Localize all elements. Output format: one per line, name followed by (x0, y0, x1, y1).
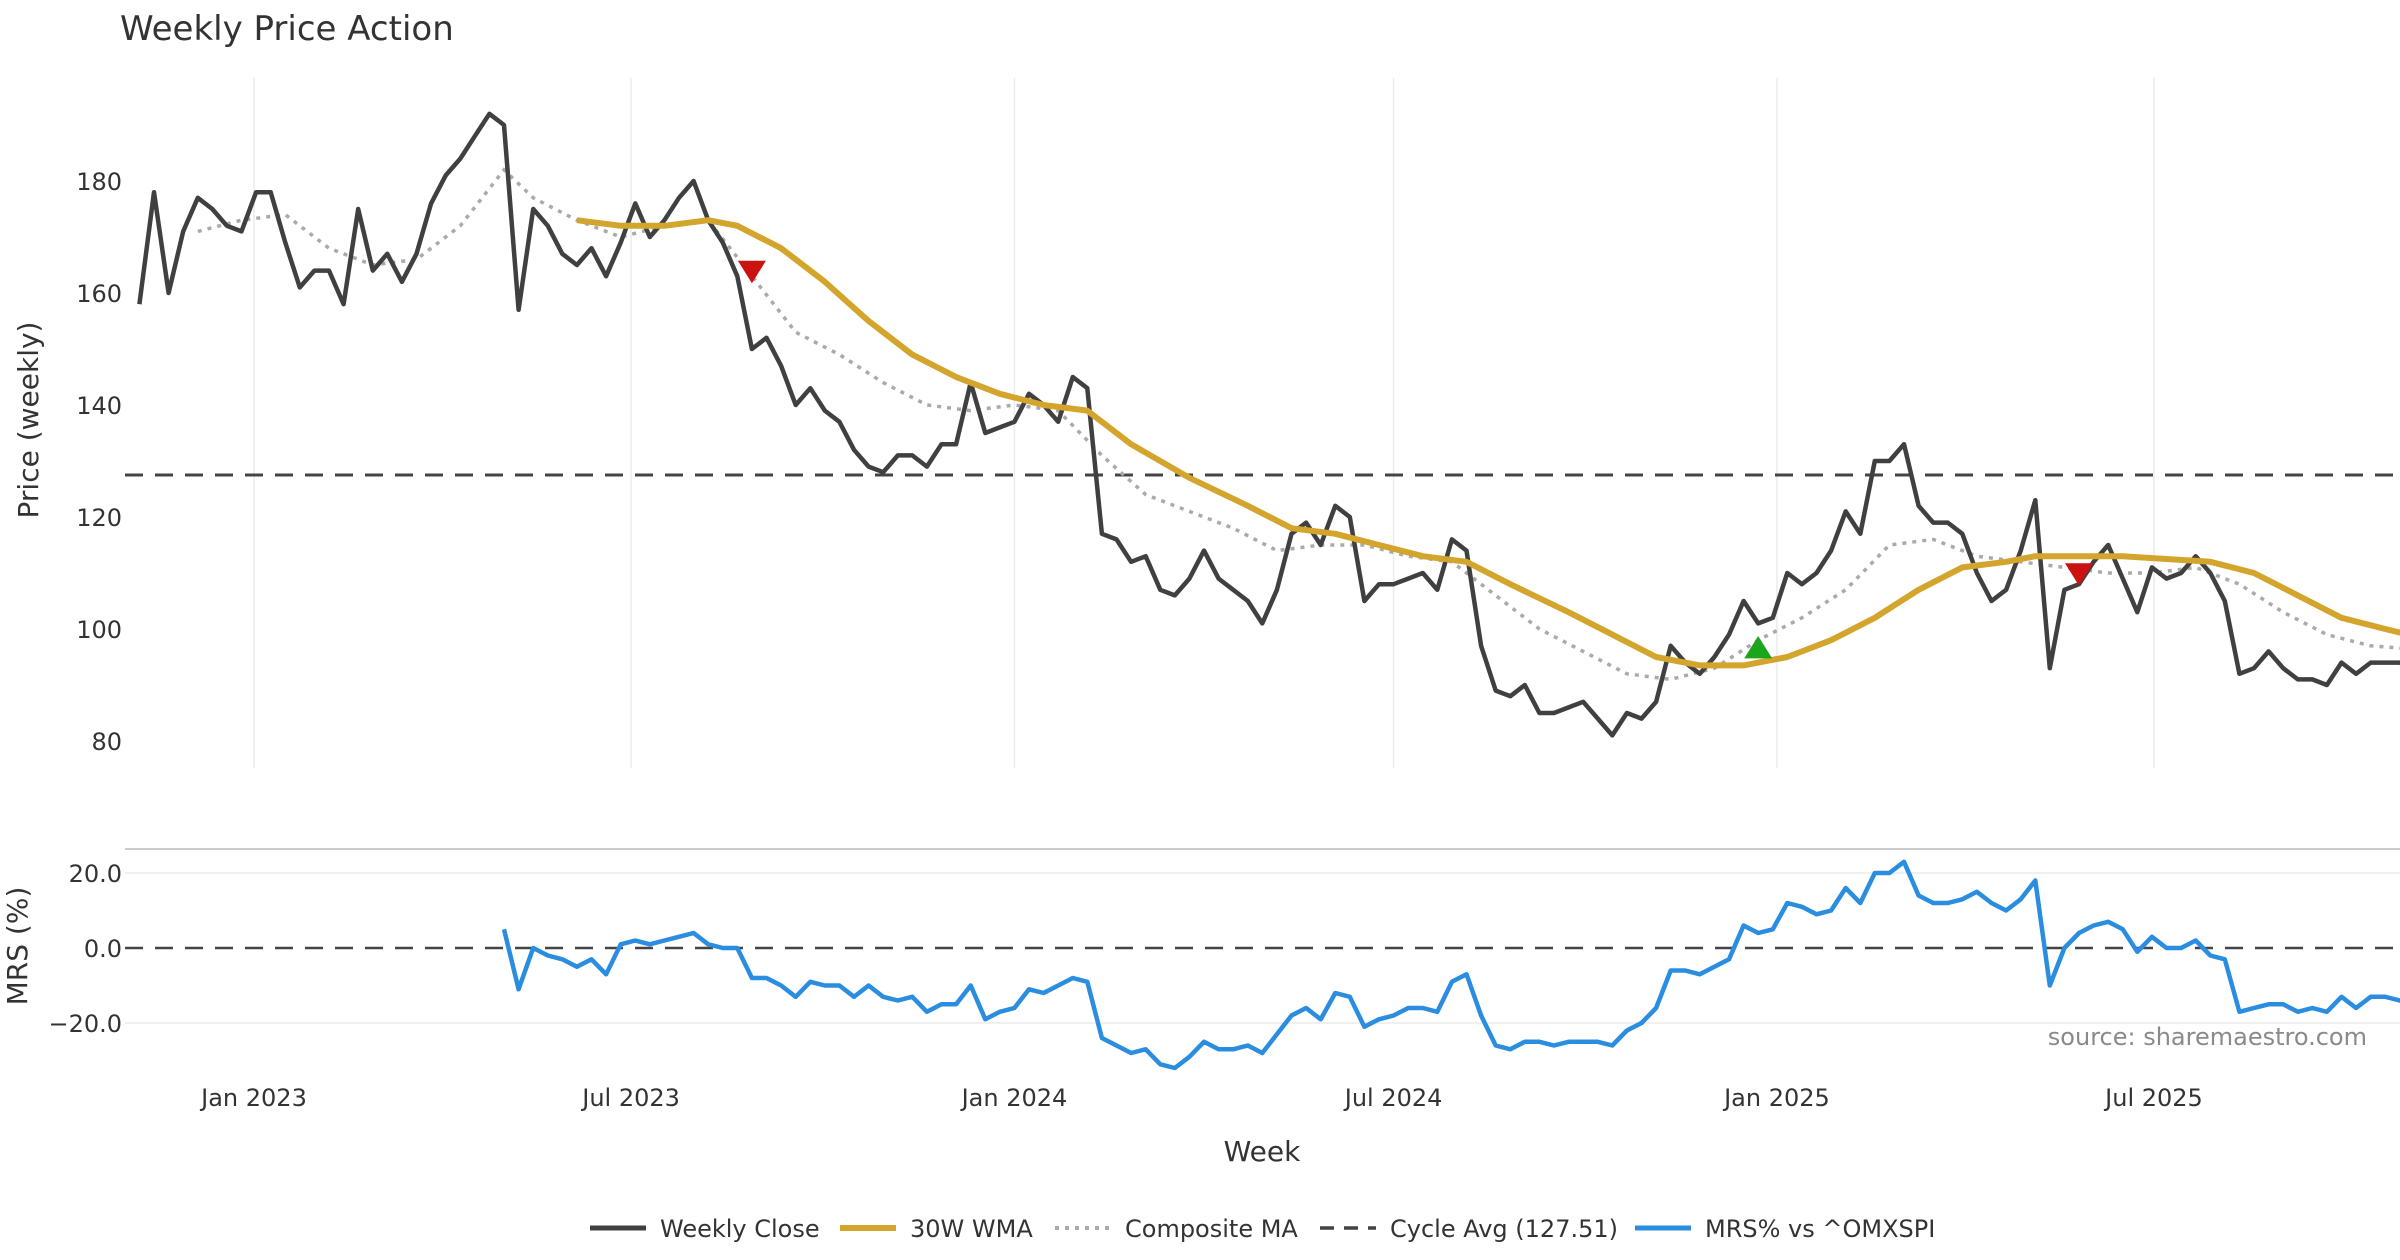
legend-label: 30W WMA (910, 1215, 1033, 1243)
sell-signal-marker (2065, 563, 2093, 586)
mrs-y-tick-label: 20.0 (69, 860, 122, 888)
x-tick-label: Jan 2025 (1722, 1084, 1830, 1112)
mrs-y-axis-title: MRS (%) (1, 887, 34, 1006)
price-panel: 80 100 120 140 160 180 Price (weekly) (12, 78, 2400, 768)
chart-title: Weekly Price Action (120, 9, 454, 49)
legend-item: Cycle Avg (127.51) (1320, 1215, 1618, 1243)
price-y-tick-label: 80 (91, 728, 122, 756)
x-tick-label: Jan 2023 (199, 1084, 307, 1112)
x-tick-label: Jul 2024 (1343, 1084, 1443, 1112)
signal-markers (737, 260, 2093, 659)
mrs-grid (125, 872, 2400, 1024)
price-y-tick-label: 120 (76, 504, 122, 532)
mrs-panel: −20.0 0.0 20.0 MRS (%) source: sharemaestr… (1, 848, 2400, 1071)
price-y-tick-label: 140 (76, 392, 122, 420)
x-tick-label: Jan 2024 (960, 1084, 1068, 1112)
legend-item: MRS% vs ^OMXSPI (1635, 1215, 1935, 1243)
mrs-line (501, 859, 2400, 1071)
wma-30w-line (576, 217, 2400, 669)
mrs-y-tick-label: −20.0 (48, 1010, 122, 1038)
legend-label: Weekly Close (660, 1215, 820, 1243)
x-axis-title: Week (1224, 1135, 1301, 1168)
price-y-tick-label: 160 (76, 280, 122, 308)
source-note: source: sharemaestro.com (2048, 1023, 2367, 1051)
legend-item: Weekly Close (590, 1215, 820, 1243)
legend-item: 30W WMA (840, 1215, 1033, 1243)
legend-label: MRS% vs ^OMXSPI (1705, 1215, 1935, 1243)
sell-signal-marker (737, 260, 766, 284)
legend-label: Composite MA (1125, 1215, 1298, 1243)
legend-label: Cycle Avg (127.51) (1390, 1215, 1618, 1243)
mrs-y-tick-label: 0.0 (84, 935, 122, 963)
x-tick-label: Jul 2023 (580, 1084, 680, 1112)
legend: Weekly Close 30W WMA Composite MA Cycle Avg… (590, 1215, 1935, 1243)
price-grid (253, 78, 2155, 768)
price-y-ticks: 80 100 120 140 160 180 (76, 168, 122, 756)
weekly-close-line (137, 111, 2400, 738)
price-y-axis-title: Price (weekly) (12, 322, 45, 519)
x-tick-label: Jul 2025 (2103, 1084, 2203, 1112)
legend-item: Composite MA (1055, 1215, 1298, 1243)
price-y-tick-label: 100 (76, 616, 122, 644)
buy-signal-marker (1744, 636, 1773, 659)
mrs-y-ticks: −20.0 0.0 20.0 (48, 860, 122, 1038)
x-tick-labels: Jan 2023 Jul 2023 Jan 2024 Jul 2024 Jan 2025… (199, 1084, 2203, 1112)
price-y-tick-label: 180 (76, 168, 122, 196)
